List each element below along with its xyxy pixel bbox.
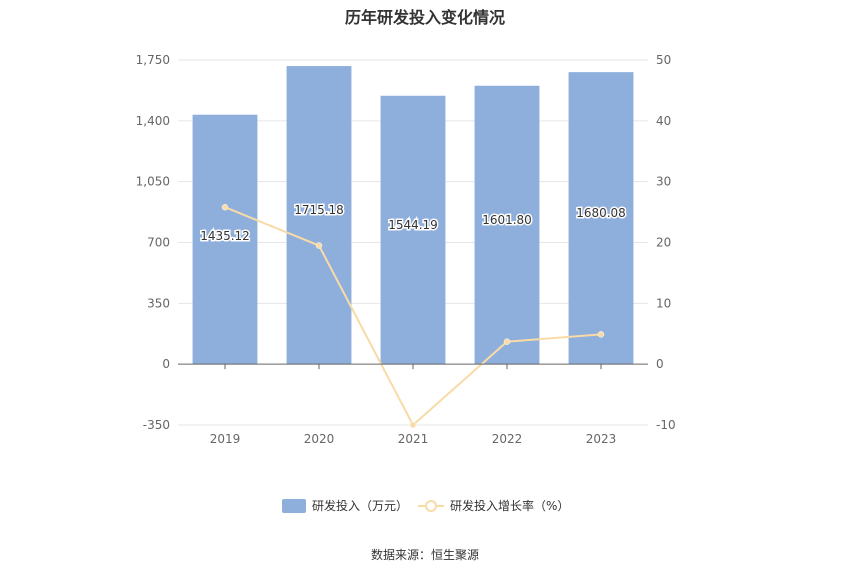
bar bbox=[474, 85, 540, 365]
x-axis: 2019 2020 2021 2022 2023 bbox=[178, 363, 648, 446]
right-tick-label: 20 bbox=[656, 236, 671, 250]
left-y-axis: -350 0 350 700 1,050 1,400 1,750 bbox=[136, 53, 170, 432]
bar-series bbox=[192, 66, 634, 365]
line-point bbox=[221, 203, 229, 211]
legend: 研发投入（万元） 研发投入增长率（%） bbox=[282, 498, 569, 513]
x-tick-label: 2023 bbox=[586, 432, 617, 446]
right-tick-label: 0 bbox=[656, 357, 664, 371]
left-tick-label: 1,400 bbox=[136, 114, 170, 128]
line-point bbox=[315, 242, 323, 249]
source-note: 数据来源：恒生聚源 bbox=[370, 548, 479, 562]
right-tick-label: 10 bbox=[656, 296, 671, 310]
bar-data-label: 1680.08 bbox=[576, 206, 626, 220]
right-y-axis: -10 0 10 20 30 40 50 bbox=[656, 53, 676, 432]
chart-title: 历年研发投入变化情况 bbox=[344, 8, 505, 27]
left-tick-label: -350 bbox=[143, 418, 170, 432]
bar bbox=[286, 66, 352, 365]
left-tick-label: 0 bbox=[162, 357, 170, 371]
bar-data-label: 1601.80 bbox=[482, 213, 532, 227]
line-point bbox=[503, 338, 511, 345]
right-tick-label: 30 bbox=[656, 175, 671, 189]
bar-data-label: 1435.12 bbox=[200, 229, 250, 243]
line-point bbox=[597, 331, 605, 338]
bar-data-label: 1715.18 bbox=[294, 203, 344, 217]
data-labels: 1435.12 1715.18 1544.19 1601.80 1680.08 bbox=[199, 202, 628, 245]
x-tick-label: 2021 bbox=[398, 432, 429, 446]
line-series bbox=[221, 203, 605, 429]
x-tick-label: 2022 bbox=[492, 432, 523, 446]
right-tick-label: 50 bbox=[656, 53, 671, 67]
bar bbox=[568, 72, 634, 365]
legend-line-marker bbox=[425, 500, 437, 512]
bar bbox=[380, 95, 446, 365]
legend-bar-label: 研发投入（万元） bbox=[312, 498, 408, 513]
bar bbox=[192, 114, 258, 365]
x-tick-label: 2019 bbox=[210, 432, 241, 446]
line-point bbox=[409, 421, 417, 429]
legend-line-label: 研发投入增长率（%） bbox=[450, 498, 569, 513]
left-tick-label: 1,050 bbox=[136, 175, 170, 189]
bar-data-label: 1544.19 bbox=[388, 218, 438, 232]
right-tick-label: -10 bbox=[656, 418, 676, 432]
legend-bar-swatch bbox=[282, 499, 306, 513]
left-tick-label: 350 bbox=[147, 296, 170, 310]
x-tick-label: 2020 bbox=[304, 432, 335, 446]
left-tick-label: 700 bbox=[147, 236, 170, 250]
right-tick-label: 40 bbox=[656, 114, 671, 128]
left-tick-label: 1,750 bbox=[136, 53, 170, 67]
